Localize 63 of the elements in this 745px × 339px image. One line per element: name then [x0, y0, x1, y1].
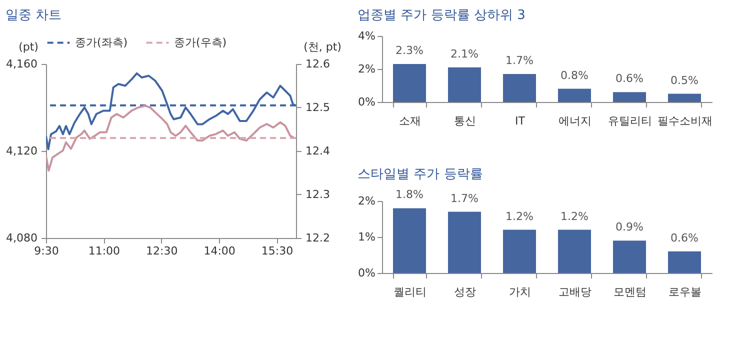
bar — [503, 74, 536, 102]
y-tick-label: 0% — [358, 266, 376, 280]
data-label: 2.3% — [396, 44, 424, 58]
x-tick-label: 11:00 — [88, 244, 120, 258]
data-label: 0.8% — [560, 68, 588, 82]
y2-tick-label: 12.3 — [306, 188, 330, 201]
y-tick-label: 4,120 — [6, 144, 38, 158]
legend-label: 종가(좌측) — [75, 36, 128, 49]
bar — [393, 64, 426, 102]
bar — [613, 240, 646, 273]
y-tick-label: 0% — [358, 96, 376, 108]
bar — [558, 88, 591, 102]
x-tick-label: 퀄리티 — [394, 286, 426, 298]
data-label: 2.1% — [450, 47, 478, 60]
bar — [503, 230, 536, 273]
x-tick-label: 유틸리티 — [608, 114, 652, 128]
x-tick-label: IT — [515, 114, 526, 128]
bar — [448, 67, 481, 102]
y-tick-label: 4% — [358, 30, 376, 42]
x-tick-label: 14:00 — [204, 244, 236, 258]
y2-tick-label: 12.2 — [306, 232, 330, 244]
y-axis-title: (pt) — [18, 40, 38, 54]
data-label: 0.6% — [670, 231, 698, 244]
y2-tick-label: 12.4 — [306, 144, 330, 158]
y-tick-label: 1% — [358, 230, 376, 244]
bar — [448, 212, 481, 273]
legend-label: 종가(우측) — [174, 36, 227, 49]
x-tick-label: 15:30 — [261, 244, 294, 258]
y-tick-label: 2% — [358, 194, 376, 208]
x-tick-label: 필수소비재 — [658, 114, 712, 128]
x-tick-label: 가치 — [509, 286, 531, 298]
bar — [613, 92, 646, 102]
x-tick-label: 9:30 — [34, 244, 59, 258]
x-tick-label: 통신 — [454, 114, 476, 128]
x-tick-label: 모멘텀 — [614, 286, 646, 298]
x-tick-label: 12:30 — [146, 244, 178, 258]
data-label: 0.6% — [616, 72, 644, 86]
data-label: 1.8% — [396, 188, 424, 202]
data-label: 0.9% — [616, 220, 644, 234]
line-series — [46, 104, 295, 172]
chart-title: 업종별 주가 등락률 상하위 3 — [358, 8, 526, 23]
bar — [668, 251, 701, 273]
y2-tick-label: 12.6 — [306, 58, 330, 70]
bar — [668, 94, 701, 102]
y2-tick-label: 12.5 — [306, 101, 330, 114]
bar — [393, 208, 426, 273]
x-tick-label: 성장 — [454, 286, 476, 298]
chart-title: 일중 차트 — [6, 8, 62, 23]
x-tick-label: 로우볼 — [668, 286, 702, 298]
data-label: 1.7% — [506, 54, 534, 67]
y-tick-label: 4,160 — [6, 58, 38, 70]
bar — [558, 230, 591, 273]
data-label: 1.7% — [450, 192, 478, 205]
x-tick-label: 소재 — [399, 114, 421, 128]
x-tick-label: 에너지 — [558, 114, 592, 128]
chart-title: 스타일별 주가 등락률 — [358, 167, 483, 182]
data-label: 0.5% — [670, 74, 698, 87]
x-tick-label: 고배당 — [558, 286, 592, 298]
y-tick-label: 2% — [358, 62, 376, 76]
data-label: 1.2% — [560, 210, 588, 223]
y-tick-label: 4,080 — [6, 232, 38, 244]
data-label: 1.2% — [506, 210, 534, 223]
y2-axis-title: (천, pt) — [304, 40, 342, 54]
